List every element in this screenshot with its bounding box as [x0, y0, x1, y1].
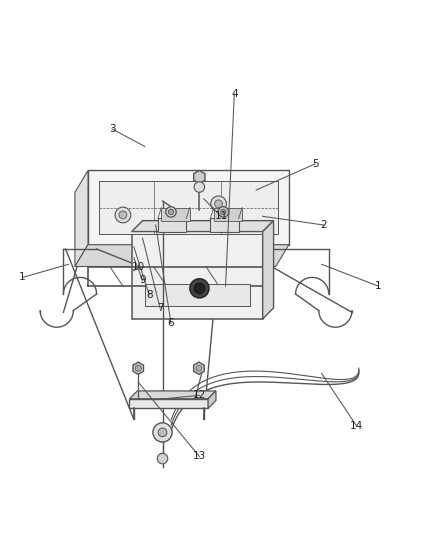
Circle shape — [158, 428, 167, 437]
Circle shape — [211, 196, 226, 212]
Text: 8: 8 — [146, 290, 152, 300]
Text: 7: 7 — [157, 303, 163, 313]
Polygon shape — [263, 221, 274, 319]
Bar — [210, 219, 239, 231]
Polygon shape — [132, 221, 274, 231]
Circle shape — [190, 279, 209, 298]
Bar — [99, 181, 278, 234]
Text: 2: 2 — [321, 220, 327, 230]
Polygon shape — [194, 171, 205, 183]
Circle shape — [218, 207, 229, 217]
Bar — [214, 207, 242, 221]
Polygon shape — [208, 391, 216, 408]
Circle shape — [135, 365, 141, 372]
Polygon shape — [130, 391, 216, 399]
Polygon shape — [75, 245, 289, 266]
Bar — [161, 207, 190, 221]
Text: 5: 5 — [312, 159, 318, 169]
Polygon shape — [194, 362, 204, 374]
Text: 12: 12 — [193, 390, 206, 400]
Bar — [130, 399, 208, 408]
Circle shape — [196, 365, 202, 372]
Bar — [158, 219, 186, 231]
Circle shape — [153, 423, 172, 442]
Text: 9: 9 — [139, 276, 146, 286]
Text: 1: 1 — [375, 281, 381, 291]
Text: 6: 6 — [168, 318, 174, 328]
Text: 11: 11 — [215, 211, 228, 221]
Bar — [132, 231, 263, 319]
Circle shape — [168, 209, 173, 215]
Text: 14: 14 — [350, 421, 363, 431]
Text: 1: 1 — [19, 272, 26, 282]
Circle shape — [194, 283, 205, 294]
Circle shape — [194, 182, 205, 192]
Circle shape — [166, 207, 176, 217]
Bar — [88, 171, 289, 245]
Text: 13: 13 — [193, 451, 206, 462]
Circle shape — [115, 207, 131, 223]
Text: 4: 4 — [231, 89, 237, 99]
Text: 3: 3 — [109, 124, 115, 134]
Circle shape — [119, 211, 127, 219]
Polygon shape — [75, 171, 88, 266]
Circle shape — [221, 209, 226, 215]
Circle shape — [215, 200, 223, 208]
Circle shape — [157, 454, 168, 464]
Text: 10: 10 — [132, 262, 145, 271]
Polygon shape — [133, 362, 144, 374]
Bar — [145, 284, 250, 306]
